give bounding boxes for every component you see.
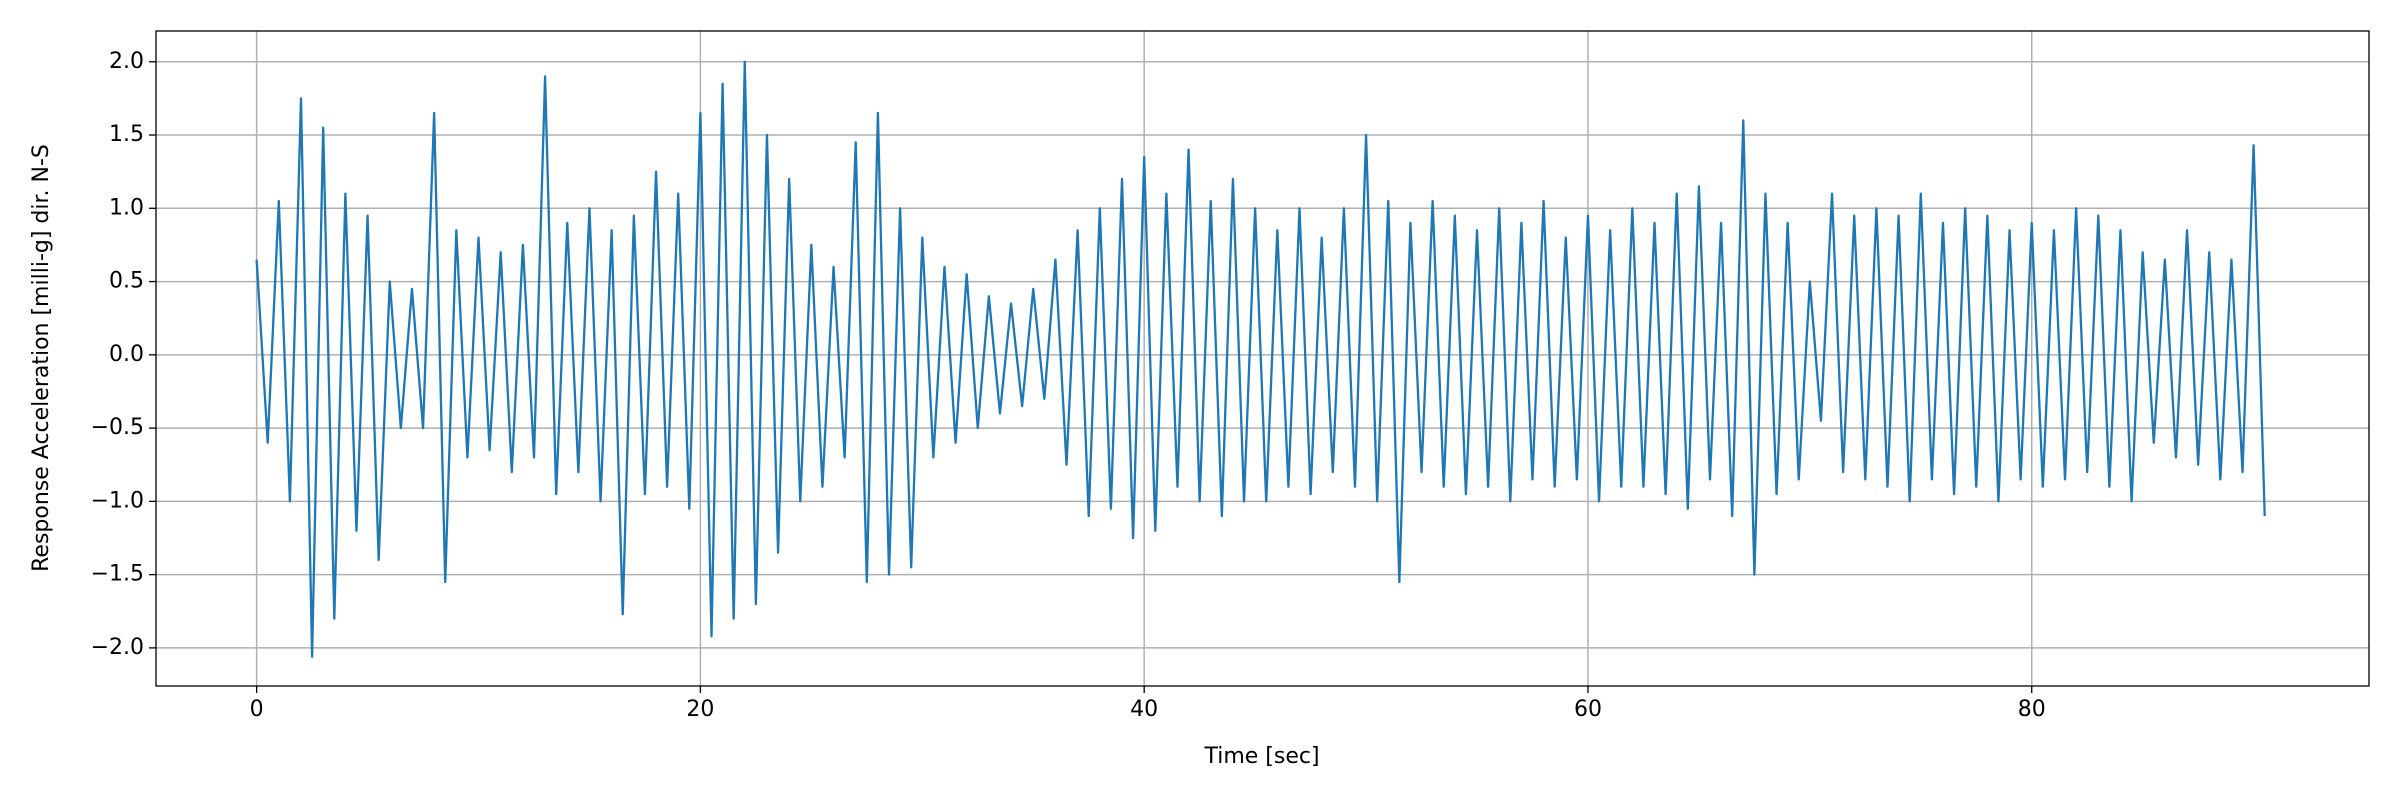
x-tick-label: 0 xyxy=(250,697,264,722)
y-tick-label: −0.5 xyxy=(91,415,144,440)
y-tick-label: −1.5 xyxy=(91,562,144,587)
x-axis-label: Time [sec] xyxy=(1203,744,1319,769)
y-axis-label: Response Acceleration [milli-g] dir. N-S xyxy=(29,144,54,572)
x-tick-label: 20 xyxy=(686,697,714,722)
plot-frame xyxy=(155,30,2370,687)
y-tick-label: 1.0 xyxy=(109,195,144,220)
x-tick-label: 60 xyxy=(1574,697,1602,722)
y-tick-label: 0.5 xyxy=(109,269,144,294)
y-tick-label: 0.0 xyxy=(109,342,144,367)
x-tick-label: 80 xyxy=(2018,697,2046,722)
y-tick-label: −1.0 xyxy=(91,488,144,513)
signal-line xyxy=(255,60,2266,658)
y-tick-label: 1.5 xyxy=(109,122,144,147)
y-tick-label: 2.0 xyxy=(109,49,144,74)
x-tick-label: 40 xyxy=(1130,697,1158,722)
y-tick-label: −2.0 xyxy=(91,635,144,660)
